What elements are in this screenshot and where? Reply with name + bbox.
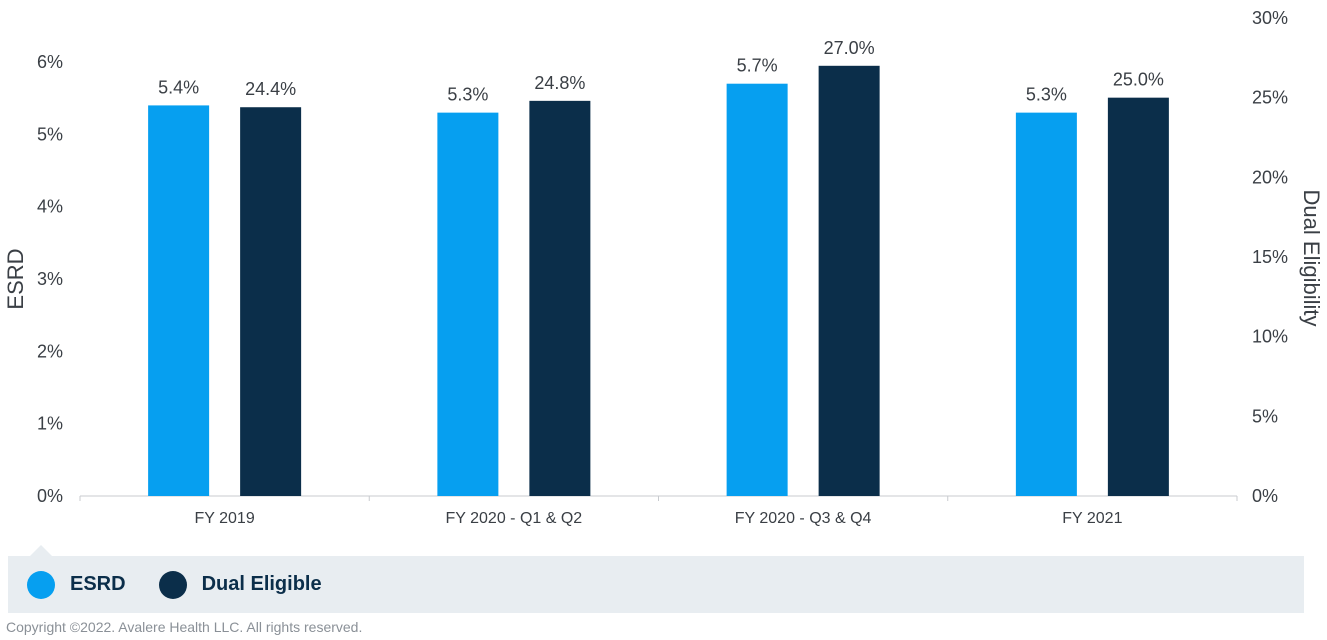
x-axis-category-label: FY 2019 bbox=[195, 510, 255, 527]
x-axis-category-label: FY 2020 - Q3 & Q4 bbox=[735, 510, 872, 527]
data-label-dual-eligible: 27.0% bbox=[824, 38, 875, 58]
y-axis-tick-label: 2% bbox=[37, 341, 63, 361]
y2-axis-title: Dual Eligibility bbox=[1299, 190, 1324, 327]
copyright-text: Copyright ©2022. Avalere Health LLC. All… bbox=[6, 619, 363, 635]
legend: ESRD Dual Eligible bbox=[8, 556, 1304, 613]
data-label-dual-eligible: 24.4% bbox=[245, 79, 296, 99]
legend-item-dual-eligible: Dual Eligible bbox=[158, 570, 322, 599]
y-axis-tick-label: 6% bbox=[37, 52, 63, 72]
bar-esrd bbox=[148, 105, 210, 497]
legend-swatch-dual-eligible bbox=[158, 570, 187, 599]
y2-axis-tick-label: 0% bbox=[1252, 486, 1278, 506]
bar-dual-eligible bbox=[529, 100, 591, 496]
y2-axis-tick-label: 10% bbox=[1252, 327, 1288, 347]
bar-esrd bbox=[1015, 112, 1077, 496]
y-axis-tick-label: 1% bbox=[37, 414, 63, 434]
bar-dual-eligible bbox=[818, 65, 880, 497]
legend-label-dual-eligible: Dual Eligible bbox=[201, 573, 322, 595]
y-axis-tick-label: 0% bbox=[37, 486, 63, 506]
legend-label-esrd: ESRD bbox=[70, 573, 126, 595]
y2-axis-tick-label: 20% bbox=[1252, 167, 1288, 187]
bar-chart: 0% 1% 2% 3% 4% 5% 6% 0% 5% 10% 15% 20% 25% 30% ESRD Dua… bbox=[3, 8, 1324, 527]
y2-axis-tick-label: 5% bbox=[1252, 406, 1278, 426]
y-axis-tick-label: 4% bbox=[37, 197, 63, 217]
y-axis-tick-label: 3% bbox=[37, 269, 63, 289]
y2-axis-tick-label: 30% bbox=[1252, 8, 1288, 28]
y-axis-title: ESRD bbox=[3, 248, 28, 309]
data-label-esrd: 5.4% bbox=[158, 77, 199, 97]
data-label-dual-eligible: 25.0% bbox=[1113, 70, 1164, 90]
data-label-esrd: 5.3% bbox=[1026, 85, 1067, 105]
y2-axis-tick-label: 15% bbox=[1252, 247, 1288, 267]
y-axis-tick-label: 5% bbox=[37, 124, 63, 144]
x-axis-category-label: FY 2020 - Q1 & Q2 bbox=[446, 510, 583, 527]
y2-axis-tick-label: 25% bbox=[1252, 88, 1288, 108]
legend-pointer bbox=[30, 545, 52, 556]
data-label-dual-eligible: 24.8% bbox=[534, 73, 585, 93]
bar-esrd bbox=[437, 112, 499, 496]
data-label-esrd: 5.7% bbox=[737, 56, 778, 76]
bar-dual-eligible bbox=[1107, 97, 1169, 497]
bar-dual-eligible bbox=[240, 107, 302, 496]
legend-item-esrd: ESRD bbox=[27, 570, 126, 599]
data-label-esrd: 5.3% bbox=[447, 85, 488, 105]
bar-esrd bbox=[726, 83, 788, 496]
x-axis-category-label: FY 2021 bbox=[1062, 510, 1122, 527]
legend-swatch-esrd bbox=[27, 570, 55, 599]
